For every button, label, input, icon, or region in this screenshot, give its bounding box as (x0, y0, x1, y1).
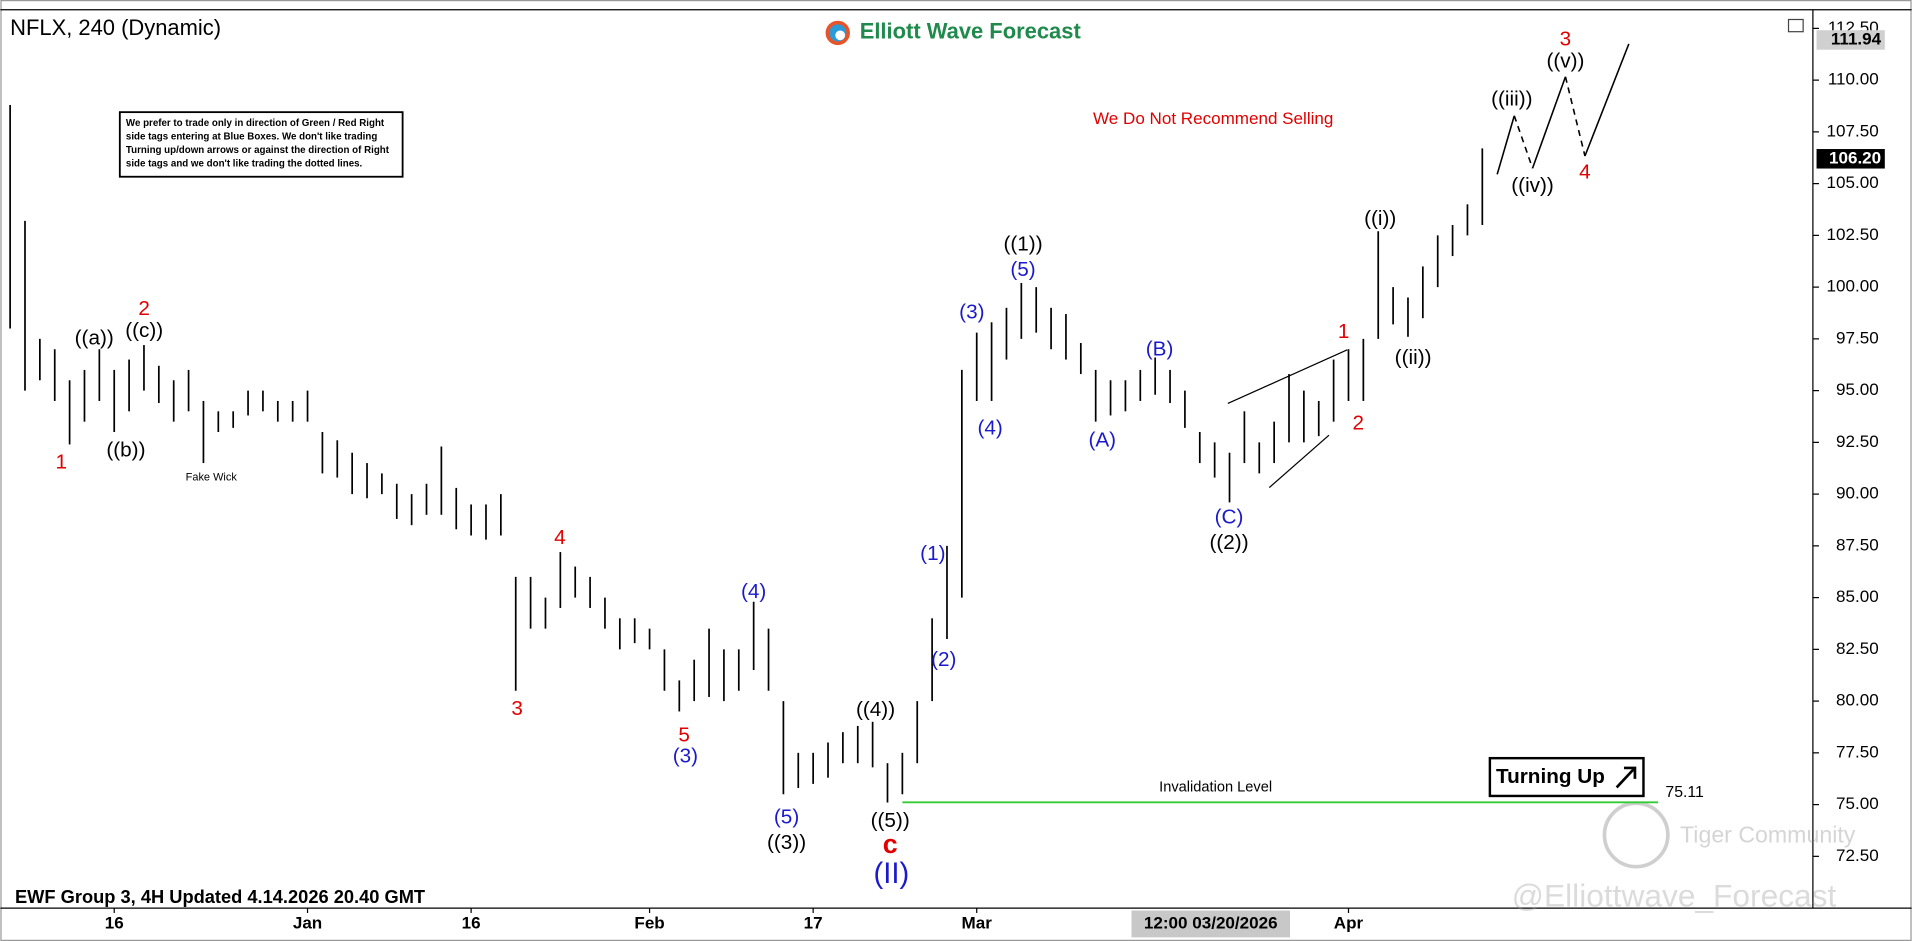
wave-label: c (883, 829, 898, 859)
x-tick-label: Jan (293, 913, 322, 932)
signal-label: Turning Up (1496, 765, 1605, 788)
wave-label: Fake Wick (186, 472, 238, 484)
wave-label: (4) (977, 417, 1002, 440)
last-price-label: 106.20 (1829, 148, 1881, 167)
note-box (118, 111, 404, 178)
y-tick-label: 107.50 (1827, 121, 1879, 140)
y-tick-label: 90.00 (1836, 484, 1879, 503)
wave-label: ((iv)) (1511, 174, 1554, 197)
target-price-box (1816, 30, 1885, 50)
wave-label: 4 (554, 526, 566, 549)
wave-label: 2 (1352, 412, 1364, 435)
footer: EWF Group 3, 4H Updated 4.14.2026 20.40 … (15, 886, 425, 907)
y-tick-label: 72.50 (1836, 846, 1879, 865)
y-tick-label: 110.00 (1828, 70, 1879, 89)
wave-label: (3) (959, 301, 984, 324)
wave-label: ((i)) (1364, 207, 1396, 230)
invalidation-value: 75.11 (1665, 784, 1704, 801)
y-tick-label: 85.00 (1836, 587, 1879, 606)
note-line: side tags entering at Blue Boxes. We don… (126, 131, 377, 142)
note-text: We prefer to trade only in direction of … (126, 118, 390, 169)
brand-name: Elliott Wave Forecast (860, 19, 1082, 44)
wave-label: (B) (1146, 337, 1174, 360)
wave-label: ((2)) (1209, 531, 1248, 554)
wave-label: (C) (1215, 506, 1244, 529)
brand-logo: Elliott Wave Forecast (825, 19, 1082, 46)
wave-label: (A) (1088, 429, 1116, 452)
last-price-box (1816, 149, 1885, 169)
wave-label: ((c)) (125, 319, 163, 342)
note-line: side tags and we don't like trading the … (126, 158, 363, 169)
wave-label: ((v)) (1546, 50, 1584, 73)
crosshair-label-bg (1131, 910, 1290, 938)
target-price-label: 111.94 (1831, 29, 1882, 48)
wave-label: 2 (138, 297, 150, 320)
signal-box: Turning Up (1488, 756, 1645, 798)
y-tick-label: 105.00 (1827, 173, 1879, 192)
projection (1496, 43, 1630, 175)
wave-label: (5) (774, 805, 799, 828)
wedge (1227, 349, 1348, 489)
wave-label: ((3)) (767, 831, 806, 854)
wave-label: ((4)) (856, 698, 895, 721)
y-tick-label: 77.50 (1836, 742, 1879, 761)
x-tick-label: 16 (462, 913, 481, 932)
y-tick-label: 95.00 (1836, 380, 1879, 399)
wave-label: (1) (920, 542, 945, 565)
x-tick-label: 16 (105, 913, 124, 932)
wave-label: 1 (56, 451, 68, 474)
x-tick-label: Feb (634, 913, 664, 932)
note-line: Turning up/down arrows or against the di… (126, 145, 390, 156)
wave-label: ((1)) (1003, 232, 1042, 255)
wave-label: ((ii)) (1395, 346, 1432, 369)
wave-label: (5) (1010, 258, 1035, 281)
chart-title: NFLX, 240 (Dynamic) (10, 15, 221, 40)
y-tick-label: 75.00 (1836, 794, 1879, 813)
y-tick-label: 97.50 (1836, 328, 1879, 347)
y-tick-label: 87.50 (1836, 535, 1879, 554)
watermark-text: Tiger Community (1680, 821, 1856, 847)
x-tick-label: Mar (962, 913, 993, 932)
y-tick-label: 100.00 (1827, 277, 1879, 296)
wave-label: (II) (874, 858, 910, 890)
y-tick-label: 82.50 (1836, 639, 1879, 658)
wave-label: (3) (673, 744, 698, 767)
wave-label: 1 (1338, 320, 1350, 343)
x-tick-label: 17 (804, 913, 823, 932)
wave-label: ((a)) (75, 326, 114, 349)
wave-label: 3 (1560, 28, 1572, 51)
wave-label: We Do Not Recommend Selling (1093, 109, 1333, 128)
wave-label: (4) (741, 580, 766, 603)
wave-label: ((iii)) (1491, 87, 1532, 110)
wave-label: 4 (1579, 161, 1591, 184)
y-tick-label: 80.00 (1836, 691, 1879, 710)
x-tick-label: Apr (1334, 913, 1364, 932)
wave-label: (2) (931, 648, 956, 671)
note-line: We prefer to trade only in direction of … (126, 118, 385, 129)
watermark: Tiger Community @Elliottwave_Forecast (1512, 801, 1856, 914)
wave-label: ((b)) (106, 438, 145, 461)
window-icon (1787, 18, 1804, 33)
crosshair-label: 12:00 03/20/2026 (1144, 913, 1278, 932)
y-tick-label: 92.50 (1836, 432, 1879, 451)
wave-label: ((5)) (871, 809, 910, 832)
y-tick-label: 102.50 (1827, 225, 1879, 244)
wave-label: 5 (678, 724, 690, 747)
wave-label: 3 (511, 697, 523, 720)
wave-label: Invalidation Level (1159, 779, 1272, 795)
watermark-text: @Elliottwave_Forecast (1512, 878, 1837, 914)
